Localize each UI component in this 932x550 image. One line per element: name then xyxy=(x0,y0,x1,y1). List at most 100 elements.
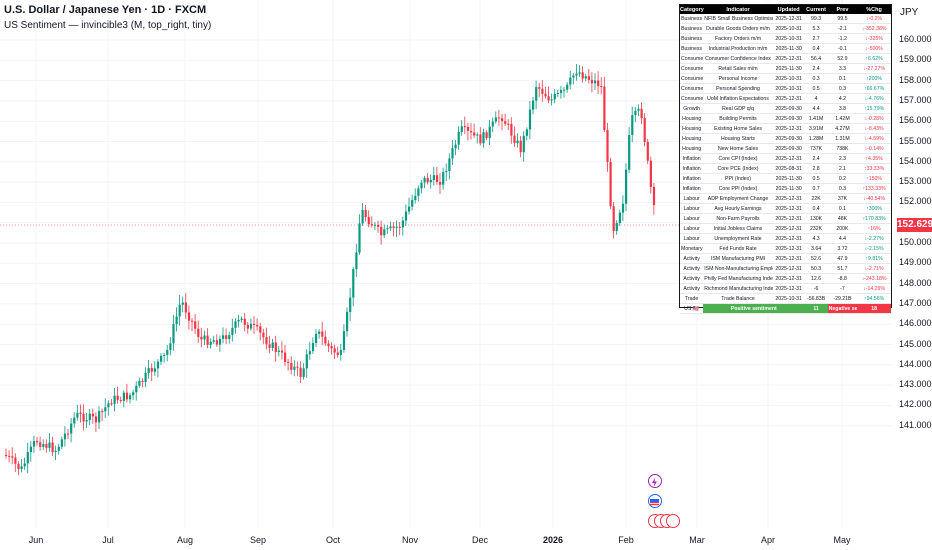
table-row: Inflation Core CPI (Index) 2025-12-31 2.4 2.… xyxy=(680,153,891,165)
table-cell: Building Permits xyxy=(703,113,773,125)
time-axis-label: Dec xyxy=(471,535,489,545)
table-cell: Business xyxy=(680,14,704,24)
table-cell: ↓-14.29% xyxy=(857,283,891,295)
table-cell: Labour xyxy=(680,193,704,205)
indicator-title[interactable]: US Sentiment — invincible3 (M, top_right… xyxy=(4,20,212,31)
candlestick xyxy=(513,126,516,147)
lightning-event-icon[interactable] xyxy=(648,474,662,488)
table-cell: Consumer xyxy=(680,53,704,65)
table-cell: ↑9.81% xyxy=(857,253,891,265)
table-row: Inflation Core PPI (Index) 2025-11-30 0.7 0.… xyxy=(680,183,891,195)
table-cell: 2025-09-30 xyxy=(772,113,805,125)
candlestick xyxy=(20,458,23,473)
candlestick xyxy=(652,183,656,215)
table-cell: ↓-243.18% xyxy=(857,273,891,285)
table-cell: PPI (Index) xyxy=(703,173,773,185)
table-cell: Business xyxy=(680,43,704,55)
candlestick xyxy=(315,329,318,347)
table-cell: ↓-352.38% xyxy=(857,23,891,35)
table-cell: 2025-12-31 xyxy=(772,14,805,24)
table-row: Housing New Home Sales 2025-09-30 737K 738K ↓… xyxy=(680,143,891,155)
candlestick xyxy=(243,313,246,332)
candlestick xyxy=(439,173,442,195)
candlestick xyxy=(435,167,439,185)
table-cell: 1.42M xyxy=(827,113,858,125)
table-row: Housing Existing Home Sales 2025-12-31 3.91… xyxy=(680,123,891,135)
candlestick xyxy=(336,346,339,358)
candlestick xyxy=(280,341,284,360)
table-cell: ↓-500% xyxy=(857,43,891,55)
candlestick xyxy=(330,342,333,355)
candlestick xyxy=(625,163,628,212)
table-cell: ↓-0.28% xyxy=(857,113,891,125)
table-cell: Inflation xyxy=(680,173,704,185)
candlestick xyxy=(169,337,172,356)
table-cell: ↑15.79% xyxy=(857,103,891,115)
table-cell: 0.4 xyxy=(804,43,828,55)
candlestick xyxy=(649,156,652,194)
currency-label[interactable]: JPY xyxy=(900,7,919,18)
table-cell: 2025-12-31 xyxy=(772,53,805,65)
candlestick xyxy=(305,349,308,378)
candlestick xyxy=(36,436,39,446)
table-cell: Real GDP q/q xyxy=(703,103,773,115)
negative-sentiment-label: Negative sentiment xyxy=(827,303,858,315)
candlestick xyxy=(553,89,556,104)
candlestick xyxy=(129,392,132,404)
candlestick xyxy=(299,361,302,384)
table-cell: Housing Starts xyxy=(703,133,773,145)
table-cell: 0.1 xyxy=(827,203,858,215)
table-cell: ↓-0.14% xyxy=(857,143,891,155)
event-icon-4[interactable] xyxy=(666,514,680,528)
country-label: US 🇺🇸 xyxy=(680,303,704,315)
table-cell: 130K xyxy=(804,213,828,225)
table-cell: 2025-12-31 xyxy=(772,253,805,265)
us-flag-event-icon[interactable] xyxy=(648,494,662,508)
candlestick xyxy=(132,389,135,401)
table-cell: 4.4 xyxy=(804,103,828,115)
table-cell: Richmond Manufacturing Index xyxy=(703,283,773,295)
table-cell: ↑170.83% xyxy=(857,213,891,225)
table-cell: ↓-325% xyxy=(857,33,891,45)
candlestick xyxy=(392,221,395,237)
table-cell: Personal Spending xyxy=(703,83,773,95)
table-cell: 3.91M xyxy=(804,123,828,135)
candlestick xyxy=(578,65,581,77)
table-cell: 2025-10-31 xyxy=(772,83,805,95)
candlestick xyxy=(519,135,522,158)
candlestick xyxy=(8,450,11,463)
table-cell: New Home Sales xyxy=(703,143,773,155)
candlestick xyxy=(432,166,435,186)
table-cell: 2025-12-31 xyxy=(772,193,805,205)
table-cell: ISM Manufacturing PMI xyxy=(703,253,773,265)
time-axis-label: Sep xyxy=(249,535,267,545)
table-cell: 2025-08-31 xyxy=(772,163,805,175)
candlestick xyxy=(457,126,460,150)
table-cell: Consumer Confidence Index xyxy=(703,53,773,65)
symbol-title[interactable]: U.S. Dollar / Japanese Yen · 1D · FXCM xyxy=(4,4,207,16)
table-row: Consumer UoM Inflation Expectations 2025-1… xyxy=(680,93,891,105)
candlestick xyxy=(628,127,631,173)
price-axis-label: 157.000 xyxy=(899,94,932,105)
candlestick xyxy=(556,89,559,98)
candlestick xyxy=(532,96,535,115)
candlestick xyxy=(497,109,501,126)
candlestick xyxy=(318,329,321,339)
candlestick xyxy=(550,93,553,106)
price-axis-label: 146.000 xyxy=(899,318,932,329)
candlestick xyxy=(612,202,615,239)
candlestick xyxy=(265,327,268,350)
time-axis-label: Jul xyxy=(102,535,114,545)
last-price-tag: 152.629 xyxy=(897,218,932,232)
table-cell: 0.5 xyxy=(804,173,828,185)
candlestick xyxy=(228,331,231,344)
table-cell: 4.4 xyxy=(827,233,858,245)
candlestick xyxy=(538,82,541,98)
candlestick xyxy=(5,448,8,459)
table-cell: 0.3 xyxy=(827,183,858,195)
candlestick xyxy=(485,130,488,141)
candlestick xyxy=(63,426,67,447)
candlestick xyxy=(590,72,594,93)
table-cell: 4.27M xyxy=(827,123,858,135)
table-cell: Philly Fed Manufacturing Index xyxy=(703,273,773,285)
